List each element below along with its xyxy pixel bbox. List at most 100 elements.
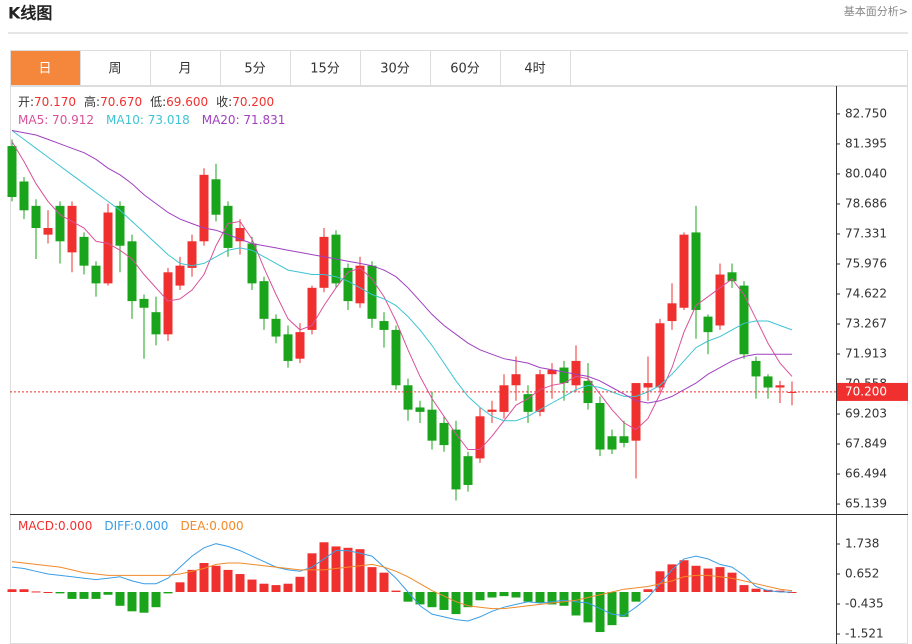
macd-bar bbox=[307, 553, 317, 592]
macd-bar bbox=[715, 567, 725, 592]
macd-bar bbox=[259, 583, 269, 592]
macd-bar bbox=[547, 591, 557, 605]
candle-body bbox=[115, 205, 125, 246]
tab[interactable] bbox=[291, 51, 360, 85]
macd-bar bbox=[607, 591, 617, 626]
tab[interactable] bbox=[221, 51, 290, 85]
y-tick-label: 1.738 bbox=[845, 536, 879, 550]
tab[interactable] bbox=[501, 51, 570, 85]
macd-legend-item: DIFF:0.000 bbox=[104, 519, 168, 533]
macd-bar bbox=[319, 542, 329, 592]
macd-bar bbox=[211, 565, 221, 592]
candle-body bbox=[199, 174, 209, 242]
candle-body bbox=[67, 205, 77, 253]
candle-body bbox=[379, 321, 389, 330]
ma-line bbox=[11, 130, 792, 404]
macd-bar bbox=[271, 585, 281, 592]
tab-label[interactable]: 5分 bbox=[244, 62, 265, 77]
tab[interactable] bbox=[431, 51, 500, 85]
candle-body bbox=[727, 272, 737, 282]
macd-bar bbox=[355, 549, 365, 592]
tab-label[interactable]: 4时 bbox=[524, 62, 545, 77]
last-price-label: 70.200 bbox=[845, 384, 887, 398]
candle-body bbox=[139, 298, 149, 308]
macd-bar bbox=[31, 591, 41, 593]
macd-bar bbox=[619, 591, 629, 617]
macd-bar bbox=[727, 572, 737, 592]
macd-bar bbox=[151, 591, 161, 608]
candle-body bbox=[439, 422, 449, 446]
candle-body bbox=[235, 228, 245, 242]
tab-label[interactable]: 日 bbox=[38, 62, 51, 77]
ohlc-value: 70.200 bbox=[232, 95, 274, 109]
ohlc-key: 低: bbox=[150, 95, 166, 109]
macd-bar bbox=[163, 591, 173, 594]
macd-line bbox=[11, 561, 793, 610]
ma-legend-item: MA5: 70.912 bbox=[18, 113, 94, 127]
candle-body bbox=[403, 385, 413, 410]
macd-bar bbox=[643, 589, 653, 592]
macd-bar bbox=[703, 568, 713, 592]
macd-bar bbox=[511, 591, 521, 598]
tab-label[interactable]: 30分 bbox=[380, 62, 410, 77]
candle-body bbox=[295, 332, 305, 359]
candle-body bbox=[451, 429, 461, 490]
ma-legend-item: MA10: 73.018 bbox=[106, 113, 190, 127]
y-tick-label: 69.203 bbox=[845, 407, 887, 421]
candle-body bbox=[535, 374, 545, 412]
y-tick-label: -1.521 bbox=[845, 627, 884, 641]
macd-bar bbox=[139, 591, 149, 613]
candle-body bbox=[91, 265, 101, 284]
ohlc-key: 收: bbox=[216, 95, 232, 109]
macd-bar bbox=[283, 583, 293, 592]
tab[interactable] bbox=[151, 51, 220, 85]
tab[interactable] bbox=[11, 51, 80, 85]
tab-label[interactable]: 15分 bbox=[310, 62, 340, 77]
macd-bar bbox=[223, 569, 233, 592]
candle-body bbox=[631, 383, 641, 441]
tab-label[interactable]: 月 bbox=[178, 62, 191, 77]
tab[interactable] bbox=[81, 51, 150, 85]
macd-bar bbox=[595, 591, 605, 633]
candle-body bbox=[463, 456, 473, 485]
tab-label[interactable]: 周 bbox=[108, 62, 121, 77]
macd-bar bbox=[475, 591, 485, 601]
ma-legend: MA5: 70.912 MA10: 73.018 MA20: 71.831 bbox=[18, 113, 285, 127]
macd-bar bbox=[571, 591, 581, 616]
candle-body bbox=[595, 403, 605, 450]
macd-bar bbox=[487, 591, 497, 598]
candle-body bbox=[523, 394, 533, 412]
candle-body bbox=[391, 329, 401, 386]
macd-bar bbox=[739, 585, 749, 592]
tab[interactable] bbox=[361, 51, 430, 85]
candle-body bbox=[715, 274, 725, 326]
candle-body bbox=[427, 409, 437, 441]
candle-body bbox=[211, 179, 221, 215]
candle-body bbox=[703, 316, 713, 333]
y-tick-label: 73.267 bbox=[845, 316, 887, 330]
macd-bar bbox=[415, 591, 425, 605]
candle-body bbox=[43, 228, 53, 235]
candle-body bbox=[103, 212, 113, 284]
candle-body bbox=[571, 360, 581, 386]
macd-bar bbox=[427, 591, 437, 608]
macd-legend-item: MACD:0.000 bbox=[18, 519, 92, 533]
candle-body bbox=[559, 367, 569, 384]
macd-bar bbox=[19, 589, 29, 592]
macd-bar bbox=[67, 591, 77, 599]
y-tick-label: 74.622 bbox=[845, 286, 887, 300]
candle-body bbox=[739, 285, 749, 355]
macd-legend: MACD:0.000 DIFF:0.000 DEA:0.000 bbox=[18, 519, 244, 533]
macd-bar bbox=[499, 591, 509, 597]
last-price-box bbox=[837, 382, 908, 401]
macd-bar bbox=[379, 572, 389, 592]
fundamental-link[interactable]: 基本面分析> bbox=[844, 4, 908, 18]
candle-body bbox=[175, 265, 185, 286]
candle-body bbox=[487, 409, 497, 412]
macd-line bbox=[11, 543, 792, 622]
y-tick-label: -0.435 bbox=[845, 597, 884, 611]
candle-body bbox=[499, 385, 509, 412]
tab-label[interactable]: 60分 bbox=[450, 62, 480, 77]
candle-body bbox=[607, 436, 617, 450]
macd-bar bbox=[523, 591, 533, 602]
